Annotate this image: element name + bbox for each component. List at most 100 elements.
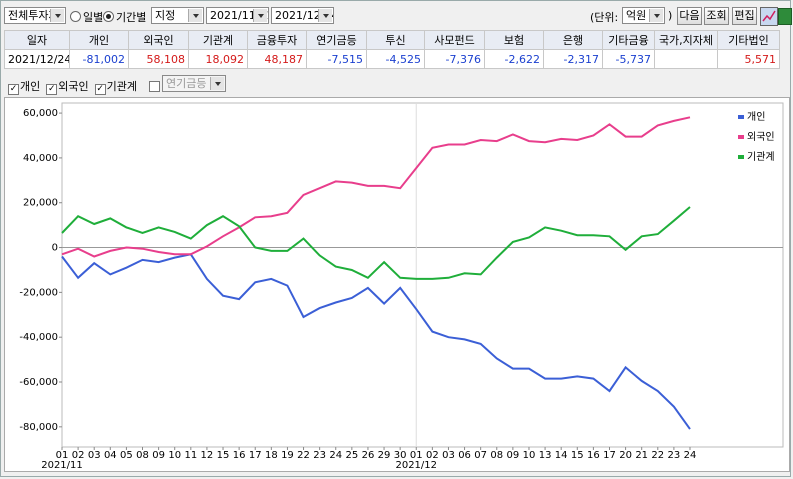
x-tick-label: 16	[587, 450, 600, 461]
y-tick-label: 20,000	[23, 198, 58, 209]
header-row: 일자 개인 외국인 기관계 금융투자 연기금등 투신 사모펀드 보험 은행 기타금융 국가,지자체 기타…	[4, 30, 780, 50]
cell: 5,571	[717, 49, 780, 69]
x-group-label: 2021/12	[395, 460, 437, 471]
x-tick-label: 21	[635, 450, 648, 461]
x-tick-label: 30	[394, 450, 407, 461]
column-header: 일자	[4, 30, 70, 50]
cell: 2021/12/24	[4, 49, 70, 69]
x-tick-label: 16	[233, 450, 246, 461]
legend-swatch	[738, 155, 744, 159]
column-header: 국가,지자체	[654, 30, 718, 50]
select-text: 연기금등	[166, 77, 207, 90]
cell: -4,525	[366, 49, 425, 69]
excel-icon[interactable]	[778, 8, 792, 25]
radio-daily[interactable]: 일별	[70, 9, 103, 25]
checkbox-item[interactable]: ✓ 외국인	[46, 78, 89, 95]
x-tick-label: 26	[362, 450, 375, 461]
x-tick-label: 13	[539, 450, 552, 461]
legend-swatch	[738, 115, 744, 119]
checkbox-item[interactable]: ✓ 개인	[8, 78, 40, 95]
x-tick-label: 24	[684, 450, 697, 461]
column-header: 금융투자	[247, 30, 307, 50]
cell: -5,737	[602, 49, 655, 69]
data-row: 2021/12/24 -81,002 58,108 18,092 48,187 -7,51…	[4, 49, 780, 69]
edit-button[interactable]: 편집	[732, 7, 757, 25]
unit-prefix: (단위:	[590, 11, 619, 24]
start-date[interactable]: 2021/11/01	[206, 7, 269, 24]
y-tick-label: -20,000	[19, 287, 58, 298]
cell: 58,108	[128, 49, 189, 69]
legend-label: 기관계	[747, 151, 775, 163]
checkbox[interactable]: ✓	[8, 84, 19, 95]
x-tick-label: 14	[555, 450, 568, 461]
legend-swatch	[738, 135, 744, 139]
checkbox-label: 기관계	[106, 80, 137, 93]
unit-suffix: )	[668, 9, 673, 22]
x-tick-label: 29	[378, 450, 391, 461]
x-tick-label: 17	[603, 450, 616, 461]
end-date[interactable]: 2021/12/24	[271, 7, 334, 24]
column-header: 기타법인	[717, 30, 780, 50]
x-tick-label: 22	[297, 450, 310, 461]
select-text: 전체투자자	[8, 9, 59, 22]
column-header: 사모펀드	[424, 30, 485, 50]
x-tick-label: 01	[410, 450, 423, 461]
cell: 18,092	[188, 49, 248, 69]
column-header: 외국인	[128, 30, 189, 50]
x-tick-label: 07	[474, 450, 487, 461]
checkbox[interactable]: ✓	[46, 84, 58, 95]
filters: ✓ 개인 ✓ 외국인 ✓ 기관계	[8, 78, 161, 95]
checkbox-label: 개인	[20, 80, 41, 93]
y-tick-label: -80,000	[19, 422, 58, 433]
radio[interactable]	[103, 11, 114, 22]
y-tick-label: 60,000	[23, 108, 58, 119]
unit-select[interactable]: 억원	[622, 7, 665, 24]
x-tick-label: 09	[152, 450, 165, 461]
column-header: 기관계	[188, 30, 248, 50]
x-tick-label: 17	[249, 450, 262, 461]
checkbox-item[interactable]: ✓ 기관계	[94, 78, 137, 95]
checkbox[interactable]	[149, 81, 160, 92]
x-tick-label: 03	[442, 450, 455, 461]
radio-label: 일별	[83, 11, 104, 24]
chart-icon[interactable]	[760, 7, 778, 26]
select-text: 억원	[626, 9, 647, 22]
x-tick-label: 05	[120, 450, 133, 461]
x-tick-label: 18	[265, 450, 278, 461]
select-text: 지정	[155, 9, 176, 22]
x-tick-label: 06	[458, 450, 471, 461]
x-tick-label: 19	[281, 450, 294, 461]
x-tick-label: 09	[507, 450, 520, 461]
x-tick-label: 10	[168, 450, 181, 461]
chart-panel	[4, 97, 790, 472]
range-select[interactable]: 지정	[151, 7, 204, 24]
x-tick-label: 10	[523, 450, 536, 461]
legend-label: 외국인	[747, 131, 775, 143]
search-button[interactable]: 조회	[704, 7, 729, 25]
column-header: 개인	[69, 30, 129, 50]
cell: -2,317	[543, 49, 603, 69]
radio-period[interactable]: 기간별	[103, 9, 146, 25]
x-tick-label: 03	[88, 450, 101, 461]
next-button[interactable]: 다음	[677, 7, 702, 25]
cell: -7,376	[424, 49, 485, 69]
cell: 48,187	[247, 49, 307, 69]
investor-select[interactable]: 전체투자자	[4, 7, 66, 24]
x-tick-label: 12	[201, 450, 214, 461]
checkbox[interactable]: ✓	[94, 84, 106, 95]
radio[interactable]	[70, 11, 81, 22]
summary-table: 일자 개인 외국인 기관계 금융투자 연기금등 투신 사모펀드 보험 은행 기타금융 국가,지자체 기타…	[4, 30, 780, 69]
chart: 60,000 40,000 20,000 0 -20,000 -40,000 -60,000…	[19, 102, 784, 471]
checkbox-label: 외국인	[58, 80, 89, 93]
x-tick-label: 20	[619, 450, 632, 461]
cell: -2,622	[484, 49, 544, 69]
plot-frame	[61, 102, 784, 448]
icon	[762, 10, 776, 22]
x-tick-label: 02	[426, 450, 439, 461]
y-tick-label: -40,000	[19, 332, 58, 343]
x-tick-label: 08	[136, 450, 149, 461]
radio-label: 기간별	[116, 11, 147, 24]
x-tick-label: 01	[56, 450, 69, 461]
